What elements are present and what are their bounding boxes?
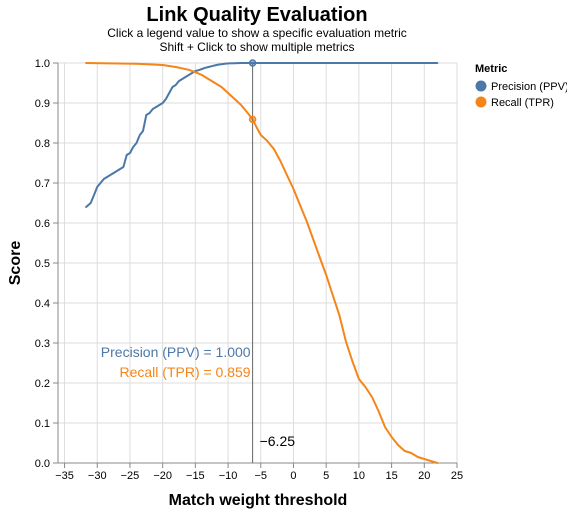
y-tick-label: 0.4 [35,298,50,310]
legend-label-precision: Precision (PPV) [491,81,567,93]
y-tick-label: 0.6 [35,218,50,230]
chart-subtitle-line-2: Shift + Click to show multiple metrics [159,40,354,54]
chart-subtitle-line-1: Click a legend value to show a specific … [107,26,406,40]
y-tick-label: 0.7 [35,178,50,190]
legend-item-precision[interactable]: Precision (PPV) [475,80,567,94]
threshold-rule-layer: −6.25 Precision (PPV) = 1.000 Recall (TPR)… [101,59,296,463]
x-tick-label: −15 [186,470,205,482]
legend-swatch-recall [475,96,487,108]
grid-lines [58,62,458,464]
threshold-label: −6.25 [260,433,296,449]
series-line-recall[interactable] [85,62,439,464]
x-tick-label: 20 [418,470,430,482]
x-tick-label: −20 [153,470,172,482]
x-tick-label: 25 [451,470,463,482]
y-tick-label: 0.0 [35,458,50,470]
x-tick-label: −5 [254,470,267,482]
x-tick-label: 10 [353,470,365,482]
x-tick-label: −35 [55,470,74,482]
legend-swatch-precision [475,80,487,92]
x-tick-label: 0 [290,470,296,482]
threshold-point-precision [248,59,257,67]
legend: Metric Precision (PPV) Recall (TPR) [475,63,567,109]
y-tick-label: 0.9 [35,98,50,110]
axes: −35 −30 −25 −20 −15 −10 −5 0 5 10 15 20 25 0.0 0.1 0.2 0… [35,58,463,482]
x-tick-label: −30 [88,470,107,482]
y-axis-title: Score [7,241,24,286]
readout-recall: Recall (TPR) = 0.859 [119,364,250,380]
legend-label-recall: Recall (TPR) [491,97,554,109]
x-axis-title: Match weight threshold [169,492,348,509]
y-tick-label: 1.0 [35,58,50,70]
series-layer [85,62,439,464]
chart-title: Link Quality Evaluation [146,4,367,26]
y-tick-label: 0.3 [35,338,50,350]
legend-title: Metric [475,63,507,75]
y-tick-label: 0.8 [35,138,50,150]
x-tick-label: −10 [219,470,238,482]
series-line-precision[interactable] [85,62,439,208]
x-tick-label: 15 [385,470,397,482]
y-tick-label: 0.1 [35,418,50,430]
x-tick-label: −25 [121,470,140,482]
y-tick-label: 0.5 [35,258,50,270]
y-tick-label: 0.2 [35,378,50,390]
x-tick-label: 5 [323,470,329,482]
legend-item-recall[interactable]: Recall (TPR) [475,96,554,110]
readout-precision: Precision (PPV) = 1.000 [101,344,251,360]
threshold-point-recall [248,115,257,124]
